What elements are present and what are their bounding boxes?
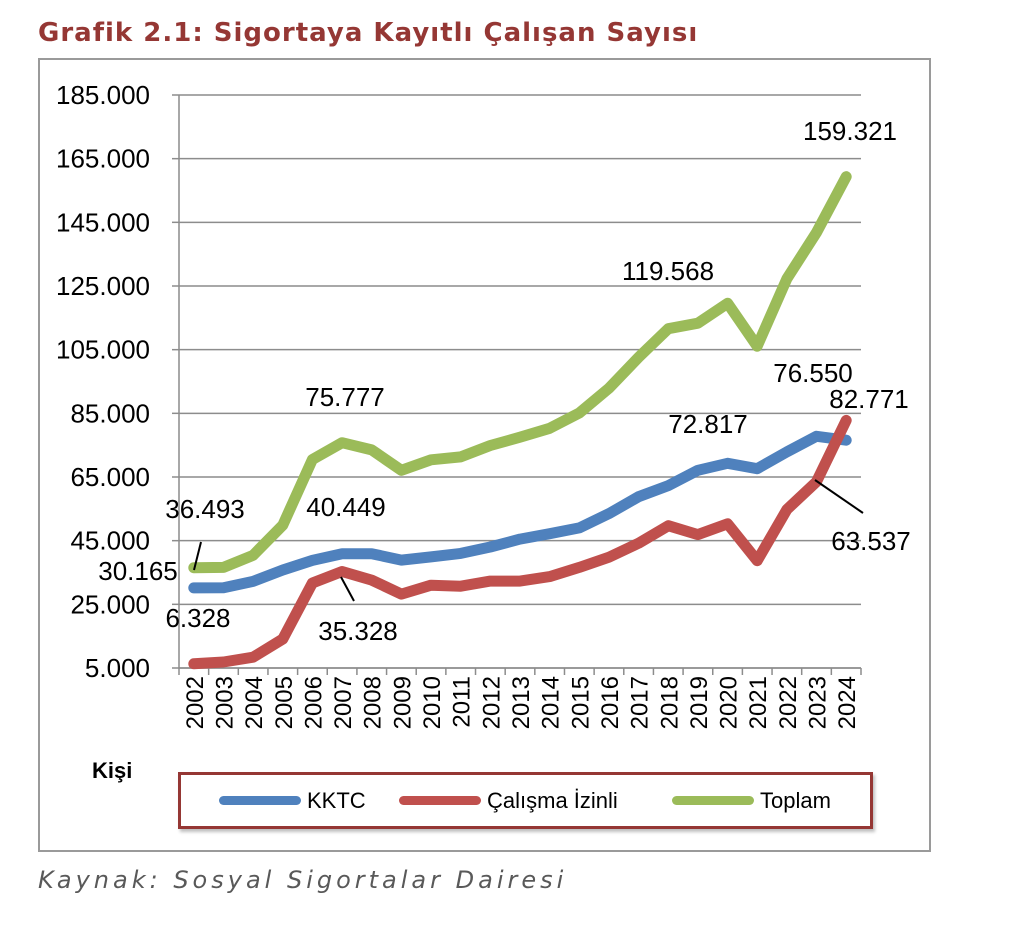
y-tick-label: 45.000	[70, 526, 150, 556]
leader-line	[193, 541, 202, 571]
data-label: 40.449	[306, 492, 386, 522]
data-label: 30.165	[98, 556, 178, 586]
chart-title: Grafik 2.1: Sigortaya Kayıtlı Çalışan Sa…	[38, 18, 699, 48]
x-tick-label: 2017	[627, 676, 654, 729]
series-line--al-ma-i-zinli	[188, 414, 852, 670]
x-tick-label: 2006	[300, 676, 327, 729]
chart-frame	[38, 58, 931, 852]
x-tick-label: 2002	[182, 676, 209, 729]
legend-item-toplam: Toplam	[672, 775, 831, 826]
legend: KKTC Çalışma İzinli Toplam	[178, 772, 873, 829]
x-tick-label: 2008	[360, 676, 387, 729]
data-label: 63.537	[831, 526, 911, 556]
x-tick-label: 2014	[538, 676, 565, 729]
y-tick-label: 185.000	[56, 80, 150, 110]
data-label: 119.568	[622, 256, 714, 286]
x-tick-label: 2021	[745, 676, 772, 729]
x-tick-label: 2020	[716, 676, 743, 729]
x-tick-label: 2007	[330, 676, 357, 729]
legend-label-calisma-izinli: Çalışma İzinli	[487, 787, 618, 813]
x-tick-label: 2018	[656, 676, 683, 729]
data-label: 82.771	[829, 384, 909, 414]
legend-swatch-kktc	[219, 796, 301, 805]
x-tick-label: 2012	[478, 676, 505, 729]
x-tick-label: 2024	[834, 676, 861, 729]
x-tick-label: 2009	[389, 676, 416, 729]
x-tick-label: 2003	[211, 676, 238, 729]
data-label: 36.493	[165, 494, 245, 524]
x-tick-label: 2015	[567, 676, 594, 729]
legend-swatch-calisma-izinli	[399, 796, 481, 805]
y-tick-label: 25.000	[70, 589, 150, 619]
series-line-kktc	[188, 430, 852, 594]
leader-line	[340, 576, 355, 602]
x-tick-label: 2004	[241, 676, 268, 729]
legend-swatch-toplam	[672, 796, 754, 805]
y-tick-label: 105.000	[56, 335, 150, 365]
data-label: 6.328	[165, 603, 230, 633]
y-axis-unit-label: Kişi	[92, 758, 133, 783]
legend-label-toplam: Toplam	[760, 787, 831, 813]
data-label: 76.550	[773, 358, 853, 388]
x-tick-label: 2019	[686, 676, 713, 729]
x-tick-label: 2010	[419, 676, 446, 729]
x-tick-label: 2016	[597, 676, 624, 729]
x-tick-label: 2023	[805, 676, 832, 729]
legend-item-calisma-izinli: Çalışma İzinli	[399, 775, 618, 826]
x-tick-label: 2013	[508, 676, 535, 729]
series-line-toplam	[188, 171, 852, 574]
y-tick-label: 5.000	[85, 653, 150, 683]
y-tick-label: 145.000	[56, 207, 150, 237]
legend-label-kktc: KKTC	[307, 787, 366, 813]
source-note: Kaynak: Sosyal Sigortalar Dairesi	[38, 866, 568, 894]
y-tick-label: 165.000	[56, 144, 150, 174]
x-tick-label: 2005	[271, 676, 298, 729]
y-tick-label: 85.000	[70, 398, 150, 428]
y-tick-label: 125.000	[56, 271, 150, 301]
data-label: 75.777	[305, 382, 385, 412]
y-tick-label: 65.000	[70, 462, 150, 492]
x-tick-label: 2011	[449, 676, 476, 728]
data-label: 72.817	[668, 409, 748, 439]
data-label: 35.328	[318, 616, 398, 646]
data-label: 159.321	[803, 116, 897, 146]
leader-line	[814, 479, 864, 514]
legend-item-kktc: KKTC	[219, 775, 366, 826]
x-tick-label: 2022	[775, 676, 802, 729]
